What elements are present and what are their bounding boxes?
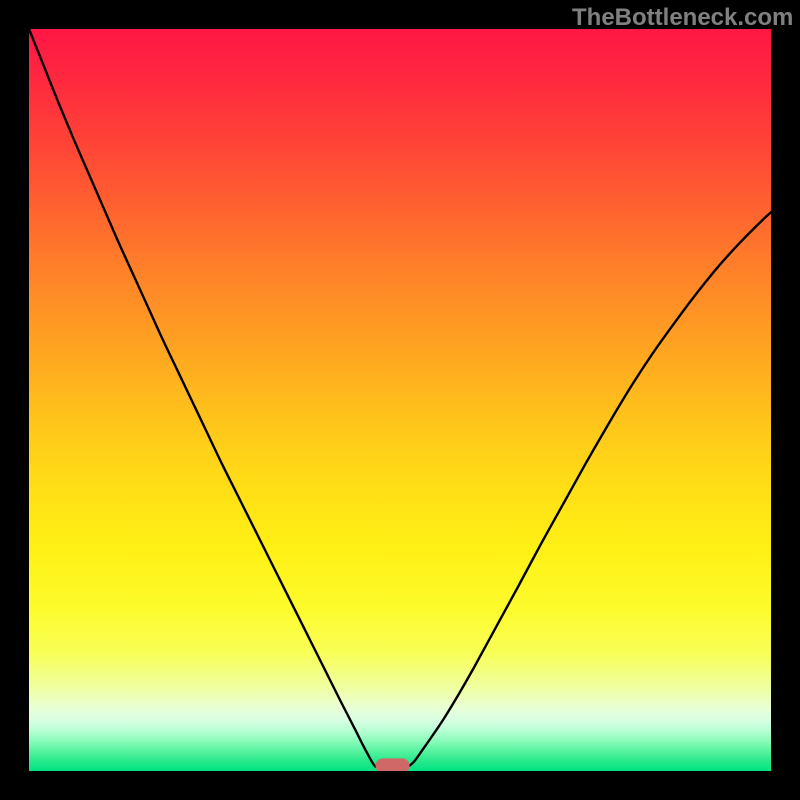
gradient-background (29, 29, 771, 771)
plot-area (29, 29, 771, 773)
chart-stage: TheBottleneck.com (0, 0, 800, 800)
chart-svg (0, 0, 800, 800)
watermark-text: TheBottleneck.com (572, 4, 793, 32)
